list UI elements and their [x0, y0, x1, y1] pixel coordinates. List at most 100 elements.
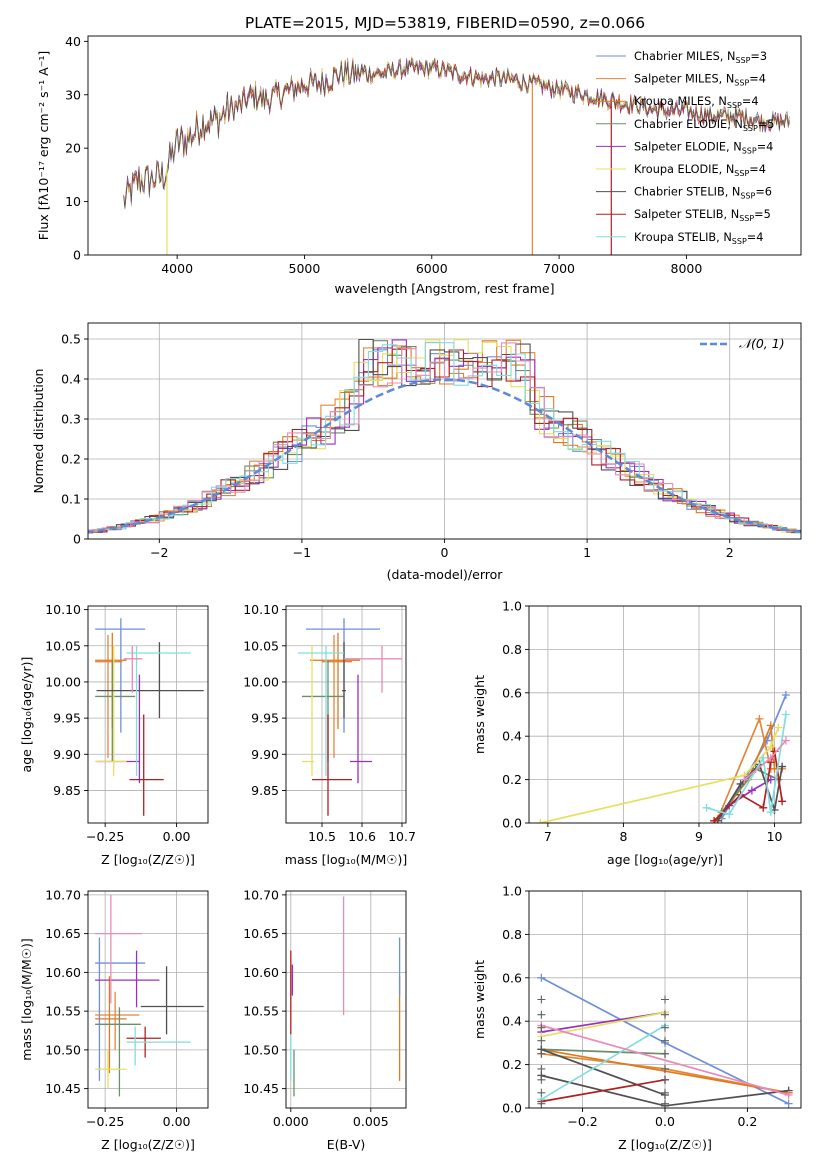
stack-marker [661, 1023, 669, 1032]
y-tick-label: 0.2 [502, 772, 522, 787]
spectrum-salpeter-stelib [123, 59, 790, 208]
series-line [540, 727, 780, 823]
x-tick-label: 0.00 [163, 829, 191, 844]
y-tick-label: 9.90 [251, 747, 279, 762]
x-tick-label: 4000 [161, 261, 193, 276]
series-marker [759, 753, 768, 762]
stack-marker [537, 1064, 546, 1073]
series-line [541, 1024, 789, 1096]
x-axis-label: Z [log₁₀(Z/Z☉)] [101, 1137, 195, 1152]
x-tick-label: 8 [619, 829, 627, 844]
stack-marker [661, 1088, 669, 1097]
stack-marker [661, 1036, 669, 1045]
stack-marker [537, 1088, 546, 1097]
plot-spectrum: 4000 5000 6000 7000 8000 0 10 20 30 40 wavelength … [36, 34, 802, 296]
x-tick-label: 0.0 [655, 1114, 675, 1129]
y-tick-label: 9.95 [251, 711, 279, 726]
series-marker [725, 810, 734, 819]
y-tick-label: 0.6 [502, 685, 522, 700]
series-marker [759, 803, 768, 812]
series-marker [537, 973, 546, 982]
y-tick-label: 1.0 [502, 599, 522, 614]
legend-subscript: SSP [734, 79, 749, 88]
series-marker [781, 710, 790, 719]
series-marker [781, 690, 790, 699]
y-tick-label: 10.00 [45, 674, 81, 689]
series-marker [747, 786, 756, 795]
series-line [541, 1011, 666, 1038]
legend-subscript: SSP [732, 237, 747, 246]
stack-marker [537, 1023, 546, 1032]
legend-entry: Kroupa MILES, NSSP=4 [634, 95, 759, 110]
y-tick-label: 10.70 [243, 887, 279, 902]
x-axis-label: wavelength [Angstrom, rest frame] [334, 281, 554, 296]
plot-area [298, 618, 402, 816]
y-tick-label: 10.00 [243, 674, 279, 689]
axes-frame [87, 35, 802, 256]
y-tick-label: 10.55 [243, 1004, 279, 1019]
legend-entry: Kroupa STELIB, NSSP=4 [634, 231, 763, 246]
series-marker [781, 736, 790, 745]
x-axis-label: Z [log₁₀(Z/Z☉)] [101, 852, 195, 867]
series-marker [710, 816, 719, 823]
y-tick-label: 10 [65, 194, 81, 209]
y-tick-label: 0.4 [502, 1014, 522, 1029]
series-marker [766, 753, 775, 762]
x-tick-label: −2 [150, 545, 168, 560]
legend-subscript: SSP [742, 146, 757, 155]
y-axis-label: mass [log₁₀(M/M☉)] [19, 938, 34, 1060]
y-tick-label: 0.4 [61, 372, 81, 387]
stack-marker [661, 995, 669, 1004]
legend-subscript: SSP [740, 192, 755, 201]
plot-age-vs-mass: 10.5 10.6 10.7 9.85 9.90 9.95 10.00 10.05 10.10 m… [243, 602, 416, 867]
x-tick-label: 8000 [671, 261, 703, 276]
plot-mass-vs-Z: −0.25 0.00 10.45 10.50 10.55 10.60 10.65 10.70 Z… [19, 887, 209, 1152]
plot-residuals: −2 −1 0 1 2 0 0.1 0.2 0.3 0.4 0.5 (data-model)/erro… [31, 322, 802, 582]
y-tick-label: 9.85 [53, 783, 81, 798]
spectrum-chabrier-stelib [123, 57, 790, 208]
y-axis-label: age [log₁₀(age/yr)] [19, 657, 34, 773]
x-axis-label: mass [log₁₀(M/M☉)] [285, 852, 407, 867]
y-tick-label: 10.45 [243, 1081, 279, 1096]
legend-tail: =4 [747, 231, 764, 244]
axes-frame [285, 605, 407, 824]
axes-frame [87, 890, 209, 1109]
axes-frame [87, 605, 209, 824]
y-axis-label: mass weight [472, 960, 487, 1039]
plot-area [95, 894, 204, 1097]
stack-marker [537, 1010, 546, 1019]
series-marker [778, 762, 787, 771]
legend-subscript: SSP [743, 124, 758, 133]
stack-marker [661, 1075, 669, 1084]
x-axis-label: Z [log₁₀(Z/Z☉)] [618, 1137, 712, 1152]
legend-entry: Kroupa ELODIE, NSSP=4 [634, 163, 766, 178]
y-tick-label: 0.6 [502, 970, 522, 985]
x-tick-label: 0.2 [737, 1114, 757, 1129]
y-tick-label: 10.10 [243, 602, 279, 617]
y-tick-label: 10.60 [243, 965, 279, 980]
legend-tail: =6 [755, 186, 772, 199]
y-tick-label: 10.50 [45, 1042, 81, 1057]
x-tick-label: 0.000 [273, 1114, 309, 1129]
plot-age-vs-Z: −0.25 0.00 9.85 9.90 9.95 10.00 10.05 10.10 Z [l… [19, 602, 209, 867]
x-tick-label: −0.25 [86, 829, 124, 844]
legend-tail: =5 [758, 118, 775, 131]
y-tick-label: 40 [65, 34, 81, 49]
stack-marker [537, 1075, 546, 1084]
legend-tail: =5 [754, 208, 771, 221]
series-line [541, 1078, 666, 1103]
x-tick-label: 1 [583, 545, 591, 560]
legend-subscript: SSP [727, 101, 742, 110]
y-tick-label: 10.65 [45, 926, 81, 941]
legend-entry: Chabrier STELIB, NSSP=6 [634, 186, 772, 201]
legend-entry: Chabrier MILES, NSSP=3 [634, 50, 767, 65]
y-axis-label: Normed distribution [31, 369, 46, 494]
series-marker [736, 779, 745, 788]
y-tick-label: 0 [73, 532, 81, 547]
stack-marker [537, 1049, 546, 1058]
y-tick-label: 10.70 [45, 887, 81, 902]
y-tick-label: 10.05 [243, 638, 279, 653]
series-marker [702, 803, 711, 812]
legend-tail: =3 [750, 50, 767, 63]
